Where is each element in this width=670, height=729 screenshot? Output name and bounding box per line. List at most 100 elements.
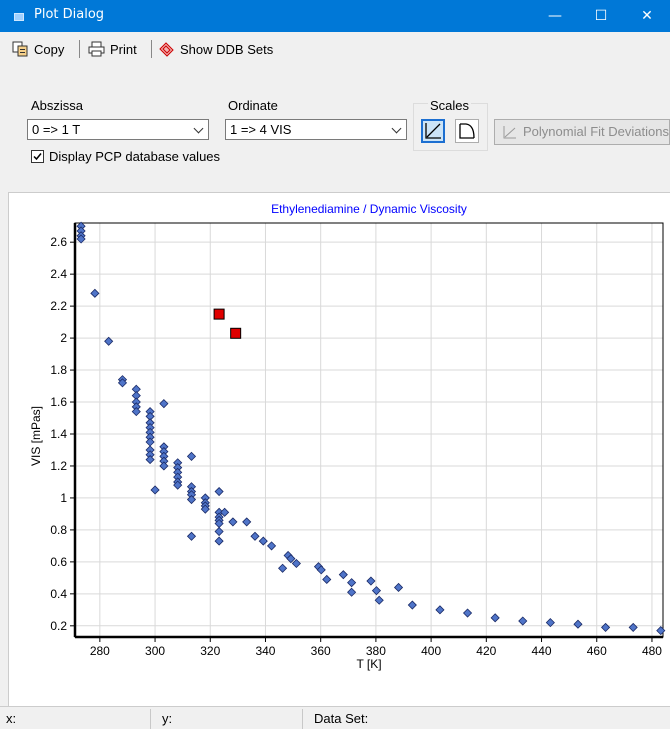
data-point — [186, 494, 197, 505]
data-point — [366, 576, 376, 586]
minimize-button[interactable]: — — [548, 8, 562, 24]
data-point — [214, 486, 224, 497]
abszissa-select[interactable]: 0 => 1 T — [27, 119, 209, 140]
y-tick-label: 1.6 — [50, 395, 67, 409]
printer-icon — [88, 41, 106, 57]
data-point — [545, 618, 555, 628]
y-tick-label: 1.8 — [50, 363, 67, 377]
data-point — [220, 507, 230, 517]
y-tick-label: 2.4 — [50, 267, 67, 281]
chevron-down-icon — [193, 123, 204, 134]
data-point — [347, 587, 357, 597]
x-tick-label: 460 — [587, 644, 607, 658]
maximize-button[interactable]: ☐ — [594, 8, 608, 24]
linear-scale-button[interactable] — [421, 119, 445, 143]
copy-button[interactable]: Copy — [12, 38, 64, 60]
y-tick-label: 0.4 — [50, 587, 67, 601]
toolbar-separator — [151, 40, 152, 58]
data-point — [347, 578, 357, 588]
x-tick-label: 360 — [311, 644, 331, 658]
data-point — [104, 336, 114, 346]
data-point — [601, 622, 611, 632]
data-point — [186, 451, 197, 461]
data-point — [159, 461, 169, 471]
data-point — [407, 600, 417, 610]
data-point — [393, 582, 404, 593]
chart-title: Ethylenediamine / Dynamic Viscosity — [271, 202, 467, 216]
show-ddb-sets-button[interactable]: Show DDB Sets — [158, 38, 273, 60]
x-tick-label: 380 — [366, 644, 386, 658]
y-tick-label: 0.2 — [50, 619, 67, 633]
polynomial-fit-deviations-button[interactable]: Polynomial Fit Deviations — [494, 119, 670, 145]
app-icon — [14, 13, 24, 21]
data-point — [150, 485, 160, 495]
display-pcp-checkbox[interactable] — [31, 150, 44, 163]
y-tick-label: 1.4 — [50, 427, 67, 441]
toolbar-separator — [79, 40, 80, 58]
display-pcp-label: Display PCP database values — [49, 149, 221, 164]
abszissa-value: 0 => 1 T — [32, 122, 81, 137]
status-divider — [150, 709, 151, 729]
x-tick-label: 480 — [642, 644, 662, 658]
status-dataset: Data Set: — [314, 711, 369, 726]
data-point — [628, 622, 638, 632]
print-label: Print — [110, 41, 137, 57]
plot-area[interactable]: Ethylenediamine / Dynamic Viscosity 280 30… — [8, 192, 670, 707]
plot-frame — [74, 222, 664, 638]
x-tick-label: 440 — [532, 644, 552, 658]
window-title: Plot Dialog — [34, 7, 105, 22]
data-point — [76, 234, 86, 244]
x-tick-label: 320 — [200, 644, 220, 658]
log-scale-icon — [459, 123, 475, 139]
data-point — [573, 619, 583, 629]
y-tick-label: 2.6 — [50, 235, 67, 249]
y-tick-label: 0.8 — [50, 523, 67, 537]
data-point — [117, 378, 128, 388]
status-y: y: — [162, 711, 173, 726]
data-point — [291, 558, 301, 569]
x-tick-label: 280 — [90, 644, 110, 658]
ddb-sets-icon — [158, 41, 176, 57]
y-tick-label: 2.2 — [50, 299, 67, 313]
scales-label: Scales — [428, 98, 472, 113]
data-point — [145, 455, 155, 465]
ordinate-select[interactable]: 1 => 4 VIS — [225, 119, 407, 140]
data-point — [258, 536, 268, 546]
data-point — [145, 437, 155, 447]
fit-line-icon — [503, 126, 516, 139]
log-scale-button[interactable] — [455, 119, 479, 143]
data-point — [90, 288, 100, 298]
status-divider — [302, 709, 303, 729]
data-point — [214, 536, 224, 546]
data-point — [214, 526, 224, 537]
print-button[interactable]: Print — [88, 38, 137, 60]
data-point — [374, 595, 384, 605]
pcp-data-point — [213, 308, 225, 320]
copy-icon — [12, 41, 30, 57]
data-point — [371, 586, 382, 596]
ordinate-label: Ordinate — [228, 98, 278, 113]
data-point — [286, 554, 296, 564]
polyfit-label: Polynomial Fit Deviations — [523, 124, 669, 139]
x-tick-label: 400 — [421, 644, 441, 658]
abszissa-label: Abszissa — [31, 98, 84, 113]
data-point — [228, 517, 238, 527]
show-ddb-sets-label: Show DDB Sets — [180, 41, 274, 57]
data-point — [656, 626, 666, 636]
x-tick-label: 420 — [476, 644, 496, 658]
data-point — [518, 616, 528, 626]
data-point — [131, 407, 141, 417]
data-point — [316, 565, 326, 575]
data-point — [490, 613, 500, 623]
viscosity-chart[interactable]: Ethylenediamine / Dynamic Viscosity 280 30… — [9, 193, 670, 707]
y-tick-label: 1.2 — [50, 459, 67, 473]
y-tick-label: 0.6 — [50, 555, 67, 569]
x-tick-label: 300 — [145, 644, 165, 658]
close-button[interactable]: ✕ — [641, 8, 653, 24]
ordinate-value: 1 => 4 VIS — [230, 122, 292, 137]
data-point — [322, 574, 332, 585]
status-x: x: — [6, 711, 17, 726]
x-tick-label: 340 — [255, 644, 275, 658]
data-point — [338, 570, 348, 580]
copy-label: Copy — [34, 41, 65, 57]
